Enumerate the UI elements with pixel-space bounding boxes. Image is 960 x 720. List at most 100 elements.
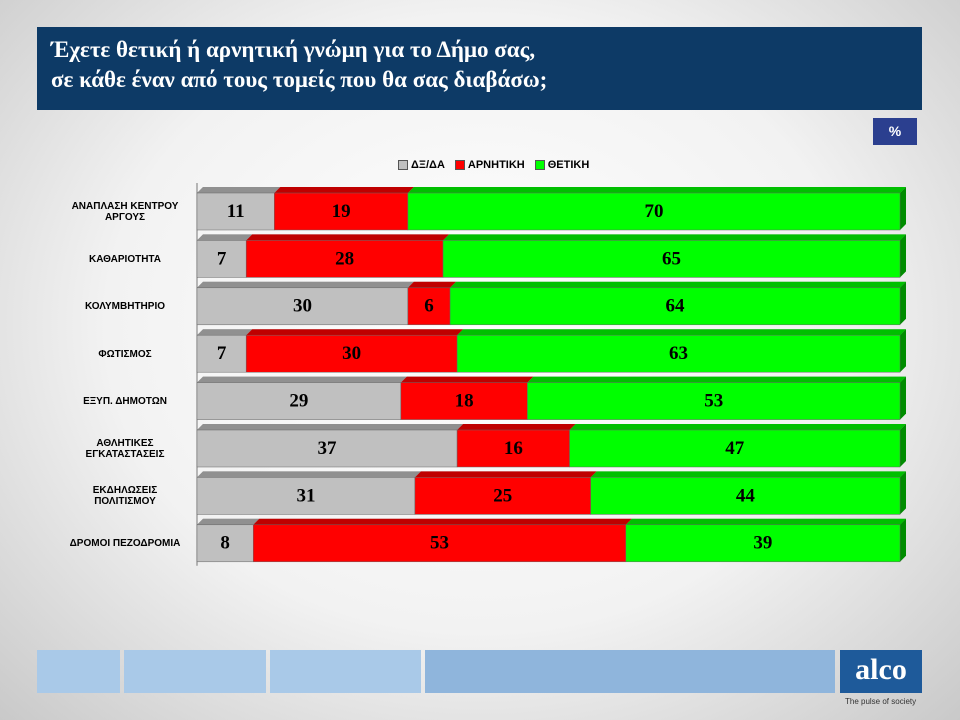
category-label: ΔΡΟΜΟΙ ΠΕΖΟΔΡΟΜΙΑ: [69, 538, 181, 550]
bar: [569, 429, 901, 468]
category-label: ΚΟΛΥΜΒΗΤΗΡΙΟ: [84, 301, 166, 313]
legend-label: ΘΕΤΙΚΗ: [547, 159, 590, 171]
bar-top: [590, 471, 906, 478]
bar: [407, 192, 901, 231]
bar-top: [569, 424, 906, 430]
value-label: 11: [227, 201, 245, 222]
category-label: ΑΝΑΠΛΑΣΗ ΚΕΝΤΡΟΥ ΑΡΓΟΥΣ: [71, 201, 179, 223]
bar-side: [900, 471, 906, 515]
bar-side: [900, 329, 906, 373]
legend-item: ΑΡΝΗΤΙΚΗ: [454, 159, 525, 171]
bar-top: [527, 376, 906, 383]
bar-top: [400, 376, 534, 383]
value-label: 47: [725, 438, 745, 459]
bar-top: [197, 518, 260, 525]
value-label: 64: [666, 296, 686, 317]
bar-top: [253, 518, 632, 525]
value-label: 53: [430, 533, 449, 554]
value-label: 30: [293, 296, 312, 317]
category-label: ΚΑΘΑΡΙΟΤΗΤΑ: [88, 253, 162, 265]
footer-strip: [124, 650, 266, 693]
legend-swatch: [534, 160, 545, 170]
bar: [456, 334, 901, 373]
bar-side: [900, 281, 906, 325]
bar-top: [443, 234, 906, 241]
bar-top: [450, 281, 906, 288]
category-box: ΕΚΔΗΛΩΣΕΙΣ ΠΟΛΙΤΙΣΜΟΥ: [60, 476, 190, 516]
value-label: 37: [318, 438, 338, 459]
logo: alco: [840, 650, 922, 693]
category-label: ΕΞΥΠ. ΔΗΜΟΤΩΝ: [83, 396, 167, 408]
footer-strip: [270, 650, 421, 693]
category-label: ΕΚΔΗΛΩΣΕΙΣ ΠΟΛΙΤΙΣΜΟΥ: [92, 485, 158, 508]
value-label: 53: [704, 390, 723, 411]
bar: [414, 477, 591, 515]
legend-item: ΔΞ/ΔΑ: [398, 159, 445, 171]
header: Έχετε θετική ή αρνητική γνώμη για το Δήμ…: [37, 27, 922, 110]
bar-top: [274, 187, 414, 193]
bar: [196, 477, 416, 515]
bar-top: [407, 281, 457, 288]
value-label: 16: [504, 438, 523, 459]
bar: [196, 429, 458, 468]
bar: [196, 334, 247, 373]
bar: [407, 287, 451, 326]
legend-label: ΑΡΝΗΤΙΚΗ: [467, 159, 525, 171]
bar-top: [246, 329, 464, 336]
bar-top: [197, 234, 253, 241]
bar: [456, 429, 570, 468]
bar-top: [197, 187, 281, 193]
bar: [442, 240, 901, 278]
bar-top: [625, 518, 906, 525]
bar: [400, 382, 528, 420]
category-box: ΑΘΛΗΤΙΚΕΣ ΕΓΚΑΤΑΣΤΑΣΕΙΣ: [60, 429, 190, 469]
tagline: The pulse of society: [845, 697, 917, 706]
bar-top: [197, 329, 253, 336]
bar-top: [197, 424, 464, 430]
footer-strip: [425, 650, 835, 693]
bar: [196, 524, 254, 563]
legend-item: ΘΕΤΙΚΗ: [534, 159, 590, 171]
bar-side: [900, 424, 906, 467]
value-label: 63: [669, 343, 688, 364]
value-label: 70: [644, 201, 663, 222]
unit-label: %: [873, 118, 917, 145]
bar: [245, 334, 458, 373]
value-label: 6: [424, 296, 434, 317]
bar-top: [457, 424, 576, 430]
bar: [245, 240, 444, 278]
bar: [252, 524, 627, 563]
bar: [590, 477, 901, 515]
category-label: ΑΘΛΗΤΙΚΕΣ ΕΓΚΑΤΑΣΤΑΣΕΙΣ: [85, 438, 165, 460]
legend-swatch: [454, 160, 465, 170]
bar-top: [197, 281, 414, 288]
bar-top: [457, 329, 906, 336]
value-label: 39: [753, 533, 772, 554]
bar-top: [197, 471, 421, 478]
value-label: 44: [736, 485, 756, 506]
value-label: 31: [296, 485, 315, 506]
legend: ΔΞ/ΔΑ ΑΡΝΗΤΙΚΗ ΘΕΤΙΚΗ: [398, 159, 589, 171]
bar-side: [900, 234, 906, 278]
value-label: 19: [332, 201, 351, 222]
value-label: 25: [493, 485, 512, 506]
value-label: 65: [662, 248, 681, 269]
bar-top: [414, 471, 597, 478]
category-box: ΚΑΘΑΡΙΟΤΗΤΑ: [60, 239, 190, 279]
bar-side: [900, 518, 906, 562]
bar-side: [900, 187, 906, 230]
legend-swatch: [398, 160, 408, 170]
chart-title: σε κάθε έναν από τους τομείς που θα σας …: [51, 67, 548, 92]
bar: [196, 382, 402, 420]
bar: [625, 524, 901, 563]
bar-top: [246, 234, 450, 241]
footer-strip: [37, 650, 120, 693]
bar-top: [197, 376, 407, 383]
bar: [196, 287, 409, 326]
category-box: ΔΡΟΜΟΙ ΠΕΖΟΔΡΟΜΙΑ: [60, 524, 190, 564]
value-label: 30: [342, 343, 361, 364]
category-box: ΦΩΤΙΣΜΟΣ: [60, 334, 190, 374]
bar: [449, 287, 901, 326]
